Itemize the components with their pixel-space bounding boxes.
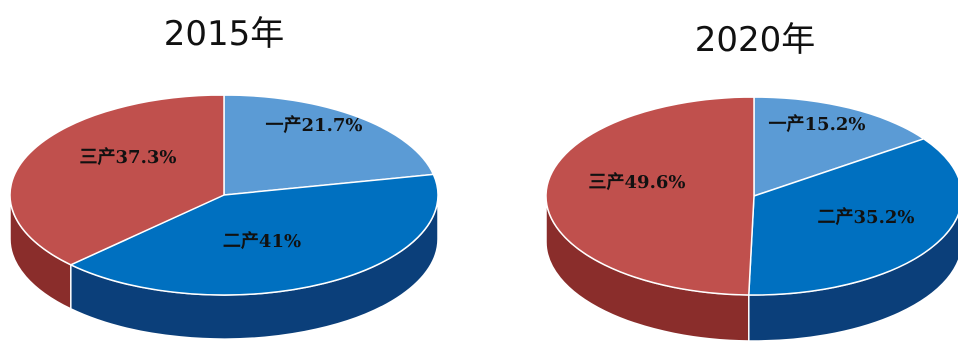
data-label-2015-slice: 三产37.3%	[80, 146, 177, 168]
pie-chart-2020: 一产15.2% 二产35.2% 三产49.6%	[545, 96, 958, 341]
pie-slice-2015-slice	[9, 94, 225, 266]
pie-slice-2020-slice	[545, 96, 755, 296]
data-label-2020-slice: 一产15.2%	[769, 113, 866, 135]
pie-slice-2020-slice	[748, 138, 958, 296]
data-label-2020-slice: 三产49.6%	[589, 171, 686, 193]
pie-chart-2015: 一产21.7% 二产41% 三产37.3%	[9, 94, 439, 340]
pie-slice-2015-slice	[223, 94, 435, 196]
pie-slice-2015-slice	[70, 173, 439, 296]
pie-slice-2020-slice	[753, 96, 925, 197]
chart-title-2015: 2015年	[163, 14, 285, 54]
data-label-2015-slice: 一产21.7%	[266, 114, 363, 136]
chart-title-2020: 2020年	[694, 20, 816, 60]
data-label-2020-slice: 二产35.2%	[818, 206, 915, 228]
data-label-2015-slice: 二产41%	[223, 230, 301, 252]
